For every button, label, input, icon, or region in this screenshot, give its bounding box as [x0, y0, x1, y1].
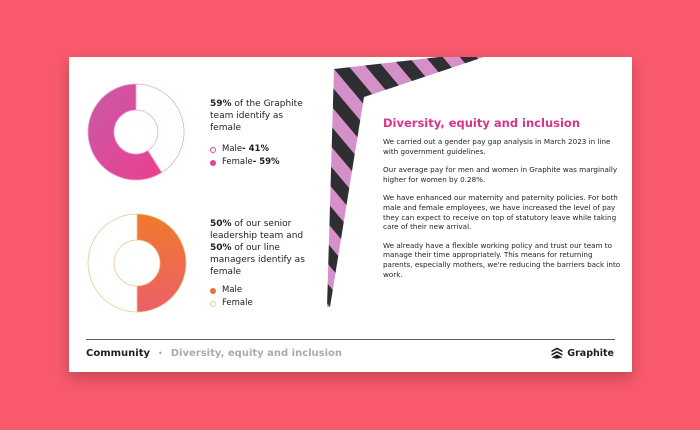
legend-value-male: - 41%: [242, 144, 269, 154]
legend-label-male-2: Male: [222, 285, 243, 295]
team-gender-statement: 59% of the Graphite team identify as fem…: [210, 98, 310, 134]
body-paragraph-1: We carried out a gender pay gap analysis…: [383, 137, 611, 156]
legend-swatch-male: [210, 146, 216, 153]
team-statement-text: of the Graphite team identify as female: [210, 99, 303, 133]
leadership-percent: 50%: [210, 219, 232, 229]
legend-label-male: Male: [222, 144, 243, 154]
legend-label-female-2: Female: [222, 298, 253, 308]
footer-section-label: Community: [86, 348, 151, 359]
leadership-donut-legend: Male Female: [210, 284, 253, 310]
legend-swatch-male-2: [210, 287, 216, 294]
legend-swatch-female-2: [210, 300, 216, 307]
legend-label-female: Female: [222, 157, 253, 167]
section-body: We carried out a gender pay gap analysis…: [383, 137, 623, 288]
team-female-percent: 59%: [210, 99, 232, 109]
section-heading: Diversity, equity and inclusion: [383, 116, 581, 130]
footer-divider: [86, 339, 615, 340]
decorative-ribbon-graphic: [327, 57, 484, 307]
legend-item-female: Female - 59%: [210, 156, 280, 169]
body-paragraph-3: We have enhanced our maternity and pater…: [383, 193, 618, 232]
line-manager-percent: 50%: [210, 243, 232, 253]
donut-slice-female: [87, 83, 163, 181]
slide-card: 59% of the Graphite team identify as fem…: [69, 57, 632, 372]
female-team-donut-chart: [87, 83, 185, 181]
legend-swatch-female: [210, 159, 216, 166]
legend-value-female: - 59%: [252, 157, 280, 167]
brand-logo: Graphite: [551, 347, 614, 359]
legend-item-female-2: Female: [210, 297, 253, 310]
team-donut-legend: Male - 41% Female - 59%: [210, 143, 280, 169]
leadership-donut-chart: [87, 213, 187, 313]
donut-slice-female: [87, 213, 138, 313]
donut-slice-male: [136, 213, 187, 313]
legend-item-male: Male - 41%: [210, 143, 280, 156]
footer-subsection-label: Diversity, equity and inclusion: [170, 348, 343, 359]
legend-item-male-2: Male: [210, 284, 253, 297]
body-paragraph-4: We already have a flexible working polic…: [383, 240, 621, 279]
graphite-logo-icon: [551, 347, 563, 359]
donut-slice-male: [135, 83, 185, 174]
body-paragraph-2: Our average pay for men and women in Gra…: [383, 165, 618, 184]
footer-breadcrumb: Community • Diversity, equity and inclus…: [86, 348, 342, 359]
leadership-text-1: of our senior leadership team and: [210, 219, 304, 241]
brand-name: Graphite: [567, 347, 614, 359]
footer-separator: •: [158, 349, 163, 358]
leadership-text-2: of our line managers identify as female: [210, 243, 305, 277]
leadership-gender-statement: 50% of our senior leadership team and 50…: [210, 218, 315, 278]
